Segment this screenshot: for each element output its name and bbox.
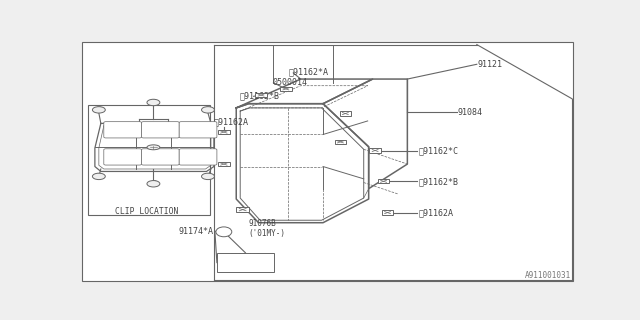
Circle shape — [202, 173, 214, 180]
Circle shape — [147, 180, 160, 187]
FancyBboxPatch shape — [378, 179, 389, 183]
Text: ②91162*B: ②91162*B — [419, 177, 458, 186]
Text: 91076B
('01MY-): 91076B ('01MY-) — [249, 219, 285, 238]
FancyBboxPatch shape — [369, 148, 381, 153]
FancyBboxPatch shape — [339, 111, 351, 116]
Circle shape — [92, 173, 106, 180]
FancyBboxPatch shape — [381, 211, 394, 215]
FancyBboxPatch shape — [335, 140, 346, 144]
Text: ④91162A: ④91162A — [419, 209, 453, 218]
Circle shape — [92, 107, 106, 113]
FancyBboxPatch shape — [218, 130, 230, 134]
Text: ①: ① — [150, 98, 157, 107]
Ellipse shape — [216, 227, 232, 237]
Circle shape — [202, 107, 214, 113]
Ellipse shape — [147, 145, 160, 150]
Text: 91084: 91084 — [458, 108, 483, 117]
Text: 91174*B
('01MY-): 91174*B ('01MY-) — [227, 253, 264, 272]
Text: CLIP LOCATION: CLIP LOCATION — [115, 207, 179, 216]
FancyBboxPatch shape — [83, 42, 573, 281]
FancyBboxPatch shape — [104, 149, 141, 165]
Text: 91121: 91121 — [478, 60, 503, 69]
Text: ③: ③ — [150, 179, 157, 188]
Text: ④: ④ — [95, 172, 102, 181]
FancyBboxPatch shape — [179, 149, 217, 165]
Text: ③91162*C: ③91162*C — [419, 147, 458, 156]
FancyBboxPatch shape — [141, 149, 179, 165]
FancyBboxPatch shape — [280, 87, 292, 91]
Text: ②91162*B: ②91162*B — [240, 92, 280, 101]
Text: ②: ② — [205, 105, 211, 114]
Text: ④: ④ — [205, 172, 211, 181]
FancyBboxPatch shape — [255, 93, 267, 97]
Text: 0500014: 0500014 — [273, 78, 307, 87]
FancyBboxPatch shape — [141, 122, 179, 138]
Text: ①91162*A: ①91162*A — [288, 68, 328, 77]
FancyBboxPatch shape — [217, 253, 274, 273]
Text: A911001031: A911001031 — [525, 271, 571, 280]
FancyBboxPatch shape — [104, 122, 141, 138]
FancyBboxPatch shape — [218, 162, 230, 166]
FancyBboxPatch shape — [88, 105, 210, 215]
FancyBboxPatch shape — [236, 207, 250, 212]
Circle shape — [147, 99, 160, 106]
Text: ④91162A: ④91162A — [214, 117, 249, 126]
Text: ②: ② — [95, 105, 102, 114]
Text: 91174*A: 91174*A — [179, 227, 214, 236]
FancyBboxPatch shape — [179, 122, 217, 138]
